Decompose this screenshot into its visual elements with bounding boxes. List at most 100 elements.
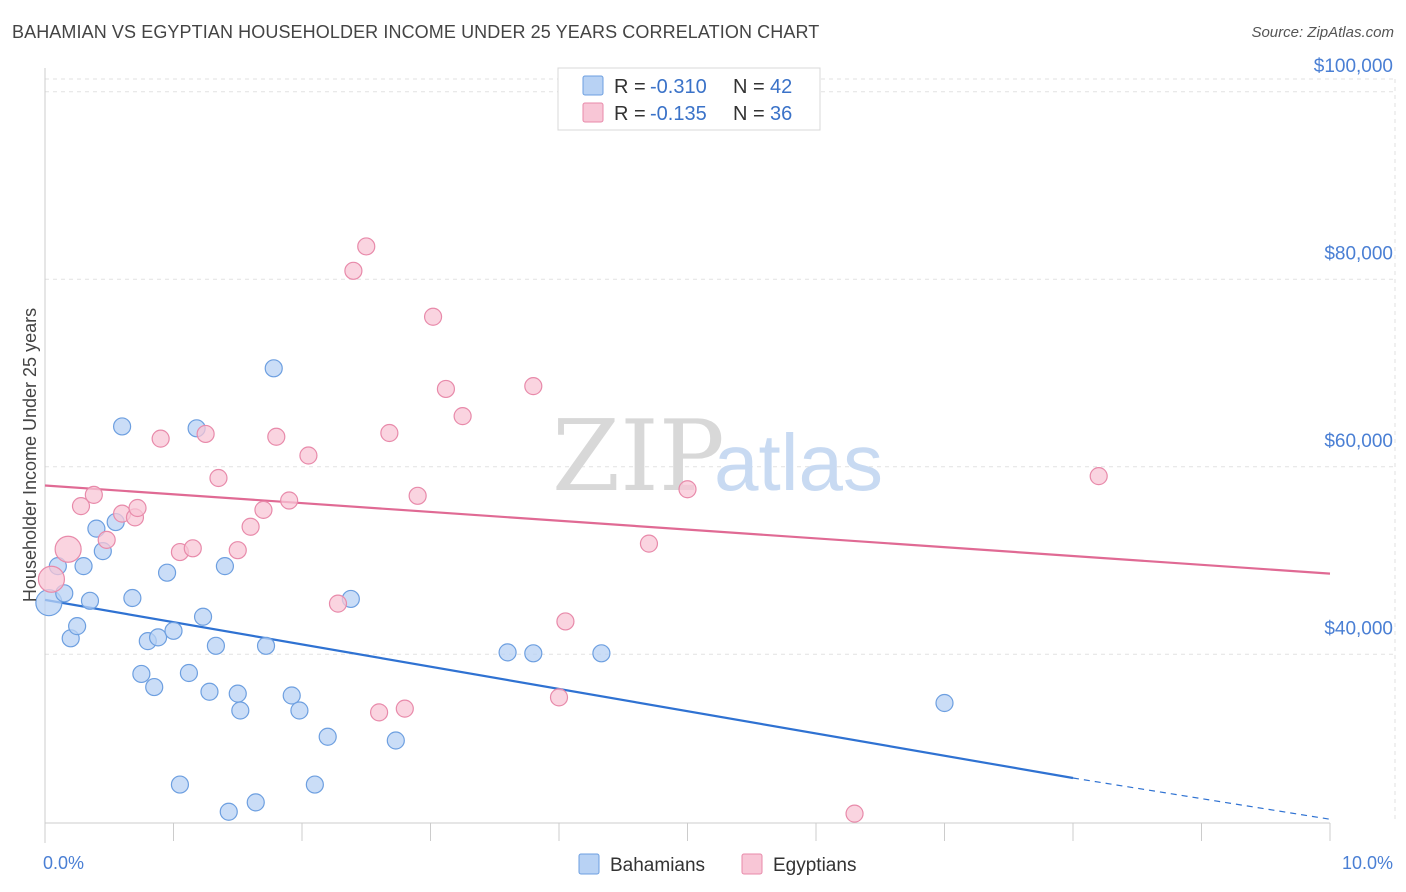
point-bahamians (498, 643, 517, 662)
legend-n-value-1: 42 (770, 76, 792, 98)
point-bahamians (215, 557, 234, 576)
y-tick-label: $80,000 (1324, 243, 1393, 264)
point-bahamians (386, 731, 405, 750)
point-bahamians (219, 802, 238, 821)
point-bahamians (74, 557, 93, 576)
y-tick-label: $100,000 (1314, 56, 1393, 77)
x-tick-labels: 0.0% 10.0% (43, 853, 1393, 873)
legend-series: Bahamians Egyptians (578, 853, 856, 876)
point-egyptians (299, 446, 318, 465)
legend-n-label-1: N = (733, 76, 765, 98)
legend-r-label-2: R = (614, 103, 646, 125)
watermark-atlas: atlas (714, 418, 883, 507)
point-bahamians (87, 519, 106, 538)
point-bahamians (123, 588, 142, 608)
x-tick-label-max: 10.0% (1342, 853, 1393, 873)
point-bahamians (592, 644, 611, 663)
point-egyptians (453, 407, 472, 426)
point-egyptians (395, 699, 414, 718)
point-egyptians (845, 804, 864, 823)
watermark: ZIP atlas (552, 400, 883, 514)
point-egyptians (280, 491, 299, 510)
y-tick-label: $60,000 (1324, 431, 1393, 452)
point-egyptians (556, 612, 575, 631)
legend-bottom-swatch-egyptians (741, 853, 763, 875)
legend-swatch-egyptians (582, 102, 604, 123)
point-egyptians (84, 485, 103, 504)
trend-lines (44, 484, 1331, 820)
point-egyptians (267, 427, 286, 446)
watermark-zip: ZIP (552, 400, 725, 514)
chart-source: Source: ZipAtlas.com (1251, 24, 1394, 41)
legend-n-value-2: 36 (770, 103, 792, 125)
axes (44, 68, 1331, 843)
point-bahamians (132, 664, 151, 684)
point-egyptians (71, 497, 91, 516)
legend-bottom-label-bahamians: Bahamians (610, 855, 705, 876)
point-egyptians (423, 307, 443, 326)
point-bahamians (179, 663, 199, 683)
point-egyptians (254, 500, 273, 519)
point-egyptians (241, 517, 260, 536)
point-egyptians (357, 237, 376, 256)
point-egyptians (228, 541, 247, 560)
legend-r-value-2: -0.135 (650, 103, 707, 125)
point-bahamians (290, 701, 309, 720)
trend-line-bahamians-extension (1072, 777, 1331, 820)
legend-n-label-2: N = (733, 103, 765, 125)
point-bahamians (305, 775, 324, 794)
point-bahamians (145, 677, 164, 697)
y-tick-labels: $40,000 $60,000 $80,000 $100,000 (1314, 56, 1393, 640)
point-bahamians (228, 684, 247, 703)
point-egyptians (328, 594, 348, 613)
point-bahamians (264, 359, 283, 378)
x-tick-label-min: 0.0% (43, 853, 84, 873)
point-egyptians (549, 688, 569, 707)
point-bahamians (206, 636, 226, 655)
point-egyptians (196, 424, 215, 444)
point-bahamians (157, 563, 177, 582)
legend-r-label-1: R = (614, 76, 646, 98)
point-egyptians (37, 565, 66, 593)
point-egyptians (344, 261, 363, 280)
point-egyptians (128, 498, 147, 518)
point-bahamians (282, 686, 301, 705)
point-bahamians (246, 793, 265, 812)
point-egyptians (524, 377, 543, 396)
point-egyptians (380, 423, 399, 443)
point-bahamians (200, 682, 219, 701)
legend-r-value-1: -0.310 (650, 76, 707, 98)
legend-swatch-bahamians (582, 75, 604, 96)
trend-line-egyptians (44, 484, 1331, 575)
point-bahamians (112, 417, 132, 436)
point-bahamians (68, 617, 87, 636)
point-egyptians (639, 534, 659, 553)
point-egyptians (183, 539, 202, 558)
legend-stats: R = -0.310 N = 42 R = -0.135 N = 36 (557, 67, 821, 131)
point-bahamians (231, 701, 250, 720)
data-points (35, 237, 1108, 823)
point-bahamians (164, 621, 183, 640)
point-egyptians (209, 468, 228, 488)
y-axis-label: Householder Income Under 25 years (20, 308, 40, 602)
point-egyptians (408, 486, 427, 505)
point-egyptians (54, 535, 82, 563)
point-bahamians (80, 591, 100, 610)
point-bahamians (148, 628, 168, 647)
chart-title: BAHAMIAN VS EGYPTIAN HOUSEHOLDER INCOME … (12, 22, 820, 42)
point-egyptians (678, 480, 697, 499)
legend-bottom-swatch-bahamians (578, 853, 600, 875)
legend-bottom-label-egyptians: Egyptians (773, 855, 856, 876)
point-bahamians (193, 607, 213, 626)
point-egyptians (97, 530, 116, 549)
point-bahamians (524, 644, 543, 663)
point-egyptians (370, 703, 389, 722)
point-bahamians (170, 775, 190, 794)
y-tick-label: $40,000 (1324, 618, 1393, 639)
point-egyptians (436, 379, 456, 399)
point-bahamians (318, 727, 337, 746)
point-bahamians (935, 693, 954, 713)
point-egyptians (151, 429, 170, 448)
point-egyptians (1089, 467, 1108, 486)
